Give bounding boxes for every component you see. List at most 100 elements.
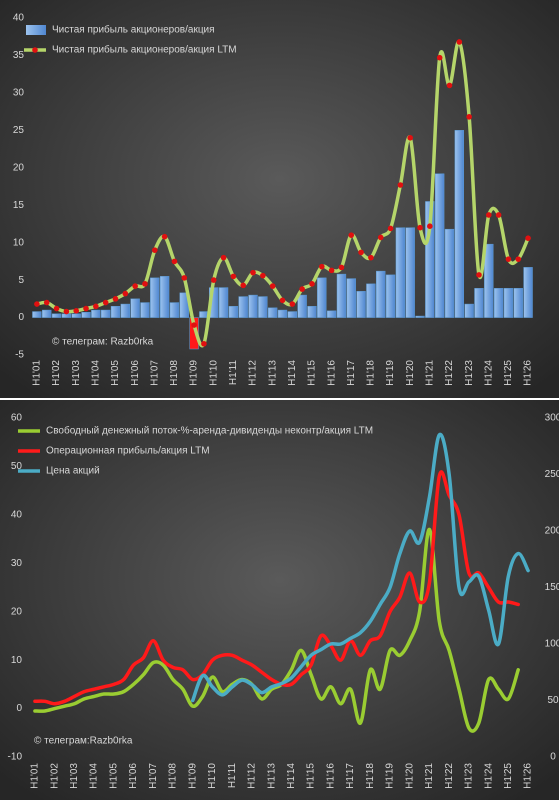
bar <box>91 309 101 318</box>
x-tick-label: H1'19 <box>385 763 396 789</box>
y-tick-label: 5 <box>18 275 24 286</box>
y-tick-label: 50 <box>11 461 23 472</box>
bar <box>484 243 494 318</box>
x-tick-label: H1'10 <box>208 360 219 386</box>
x-tick-label: H1'23 <box>464 763 475 789</box>
x-tick-label: H1'02 <box>49 763 60 789</box>
bar <box>326 310 337 318</box>
x-tick-label: H1'12 <box>247 763 258 789</box>
annotation: © телеграм:Razb0rka <box>34 736 133 747</box>
y-tick-label: 0 <box>16 703 22 714</box>
x-tick-label: H1'05 <box>110 360 121 386</box>
bar <box>405 227 415 318</box>
y-tick-label: 15 <box>13 200 25 211</box>
line-marker <box>93 303 99 310</box>
bar <box>513 288 523 318</box>
bar <box>503 288 514 318</box>
line-marker <box>63 308 70 315</box>
line-marker <box>466 114 472 120</box>
line-marker <box>446 82 453 89</box>
bar <box>474 288 484 318</box>
x-tick-label: H1'15 <box>306 763 317 789</box>
line-marker <box>191 322 197 328</box>
bar <box>395 227 406 318</box>
bar <box>71 313 81 318</box>
x-tick-label: H1'18 <box>365 763 376 789</box>
y-tick-label: 10 <box>13 237 25 248</box>
bar <box>159 276 170 318</box>
x-tick-label: H1'14 <box>286 763 297 789</box>
y-tick-label: 0 <box>18 312 24 323</box>
line-marker <box>368 254 374 261</box>
line-marker <box>240 282 247 289</box>
bar <box>268 307 278 318</box>
bar <box>493 288 504 318</box>
x-tick-label: H1'16 <box>325 763 336 789</box>
y2-tick-label: 250 <box>545 469 559 480</box>
line-marker <box>338 264 345 271</box>
line-marker <box>171 258 178 265</box>
x-tick-label: H1'17 <box>346 360 357 386</box>
x-tick-label: H1'26 <box>523 763 534 789</box>
x-tick-label: H1'06 <box>130 360 141 386</box>
legend-label: Свободный денежный поток-%-аренда-дивиде… <box>46 425 373 437</box>
line-marker <box>476 272 482 278</box>
bar <box>435 173 445 318</box>
bar <box>228 306 239 318</box>
x-tick-label: H1'11 <box>227 763 238 789</box>
y-tick-label: 60 <box>11 413 23 424</box>
x-tick-label: H1'24 <box>483 360 494 386</box>
y2-tick-label: 100 <box>545 639 559 650</box>
bar <box>130 298 140 318</box>
x-tick-label: H1'16 <box>326 360 337 386</box>
y2-tick-label: 200 <box>545 526 559 537</box>
line-marker <box>260 272 266 279</box>
x-tick-label: H1'15 <box>307 360 318 386</box>
x-tick-label: H1'23 <box>464 360 475 386</box>
bar <box>258 296 268 318</box>
bar <box>51 313 62 318</box>
x-tick-label: H1'22 <box>444 360 455 386</box>
x-tick-label: H1'04 <box>90 360 101 386</box>
line-marker <box>505 256 512 262</box>
bar <box>376 270 386 318</box>
bar <box>425 201 435 318</box>
line-marker <box>485 212 492 218</box>
bar <box>415 315 425 318</box>
line-marker <box>210 277 217 283</box>
x-tick-label: H1'01 <box>30 763 41 789</box>
x-tick-label: H1'02 <box>51 360 62 386</box>
bar <box>32 311 42 318</box>
bar <box>464 303 474 318</box>
y-tick-label: -5 <box>15 350 24 361</box>
line-marker <box>142 281 148 287</box>
line-marker <box>34 301 40 307</box>
y-tick-label: 30 <box>11 558 23 569</box>
bar <box>336 273 347 318</box>
x-tick-label: H1'06 <box>128 763 139 789</box>
line-marker <box>299 286 305 292</box>
bar <box>248 294 258 318</box>
line-marker <box>151 247 158 253</box>
bar <box>120 303 130 318</box>
x-tick-label: H1'13 <box>267 360 278 386</box>
legend-label: Чистая прибыль акционеров/акция <box>52 24 215 36</box>
bar <box>238 296 248 318</box>
x-tick-label: H1'20 <box>405 360 416 386</box>
line-marker <box>358 249 364 256</box>
line-marker <box>387 225 394 232</box>
line-marker <box>73 308 80 314</box>
x-tick-label: H1'07 <box>149 360 160 386</box>
line-marker <box>43 299 50 306</box>
x-tick-label: H1'03 <box>69 763 80 789</box>
bar <box>287 311 297 318</box>
bar <box>307 306 317 318</box>
line-marker <box>495 212 502 218</box>
x-tick-label: H1'08 <box>169 360 180 386</box>
line-marker <box>279 297 286 304</box>
x-tick-label: H1'03 <box>71 360 82 386</box>
legend-label: Чистая прибыль акционеров/акция LTM <box>52 44 237 56</box>
bar <box>218 287 229 318</box>
x-tick-label: H1'25 <box>503 763 514 789</box>
